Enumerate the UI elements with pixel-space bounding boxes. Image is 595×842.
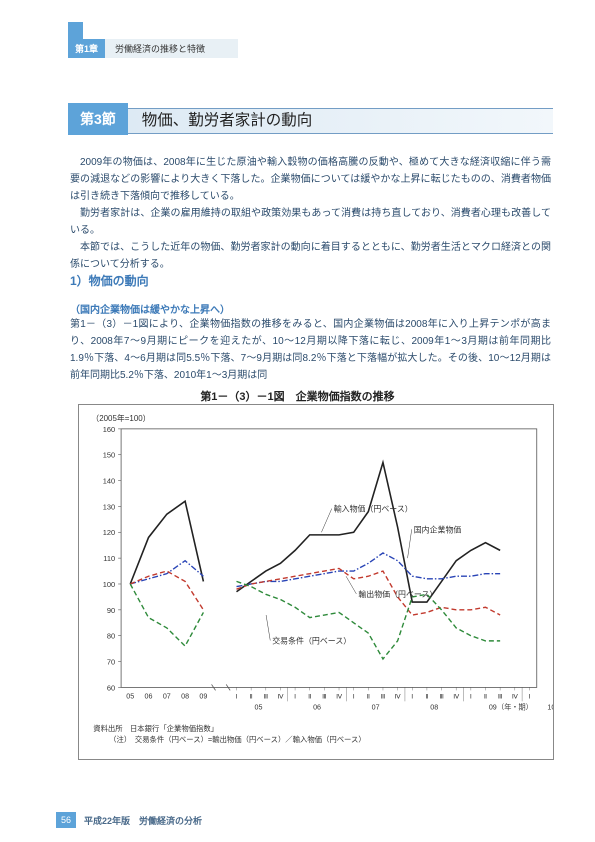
svg-text:09: 09 [489, 703, 497, 711]
svg-text:Ⅱ: Ⅱ [425, 693, 428, 700]
svg-text:08: 08 [181, 692, 189, 700]
svg-text:Ⅳ: Ⅳ [453, 693, 459, 700]
svg-text:Ⅳ: Ⅳ [336, 693, 342, 700]
page-number: 56 [56, 812, 76, 828]
svg-text:10: 10 [547, 703, 553, 711]
svg-text:Ⅳ: Ⅳ [395, 693, 401, 700]
svg-text:07: 07 [372, 703, 380, 711]
svg-text:Ⅰ: Ⅰ [294, 693, 296, 700]
chart-svg: （2005年=100） 60 70 80 90 100 110 120 130 140 150 160… [79, 405, 553, 759]
svg-text:150: 150 [103, 451, 115, 460]
svg-text:Ⅱ: Ⅱ [308, 693, 311, 700]
svg-text:70: 70 [107, 658, 115, 667]
svg-text:Ⅲ: Ⅲ [381, 693, 385, 700]
svg-text:Ⅰ: Ⅰ [353, 693, 355, 700]
svg-text:08: 08 [430, 703, 438, 711]
svg-text:Ⅲ: Ⅲ [439, 693, 443, 700]
svg-text:Ⅰ: Ⅰ [528, 693, 530, 700]
paragraph-3: 本節では、こうした近年の物価、勤労者家計の動向に着目するとともに、勤労者生活とマ… [70, 239, 551, 273]
svg-text:80: 80 [107, 632, 115, 641]
intro-paragraphs: 2009年の物価は、2008年に生じた原油や輸入穀物の価格高騰の反動や、極めて大… [70, 154, 551, 273]
decorative-top-tab [68, 22, 83, 40]
svg-text:資料出所 日本銀行「企業物価指数」: 資料出所 日本銀行「企業物価指数」 [93, 724, 218, 733]
svg-text:交易条件（円ベース）: 交易条件（円ベース） [272, 635, 351, 645]
svg-text:（2005年=100）: （2005年=100） [91, 413, 150, 423]
chart-container: （2005年=100） 60 70 80 90 100 110 120 130 140 150 160… [78, 404, 554, 760]
svg-text:輸入物価（円ベース）: 輸入物価（円ベース） [334, 504, 413, 514]
chapter-tag: 第1章 [68, 39, 105, 58]
svg-text:Ⅰ: Ⅰ [470, 693, 472, 700]
paragraph-4: 第1－（3）－1図により、企業物価指数の推移をみると、国内企業物価は2008年に… [70, 319, 551, 381]
svg-text:Ⅳ: Ⅳ [512, 693, 518, 700]
svg-text:140: 140 [103, 477, 115, 486]
svg-text:輸出物価（円ベース）: 輸出物価（円ベース） [358, 589, 437, 599]
svg-text:100: 100 [103, 580, 115, 589]
svg-text:110: 110 [103, 554, 115, 563]
svg-text:09: 09 [199, 692, 207, 700]
svg-text:Ⅲ: Ⅲ [322, 693, 326, 700]
paragraph-1: 2009年の物価は、2008年に生じた原油や輸入穀物の価格高騰の反動や、極めて大… [70, 154, 551, 205]
svg-text:Ⅳ: Ⅳ [277, 693, 283, 700]
svg-text:Ⅰ: Ⅰ [411, 693, 413, 700]
svg-text:Ⅰ: Ⅰ [236, 693, 238, 700]
svg-text:90: 90 [107, 606, 115, 615]
svg-text:Ⅱ: Ⅱ [367, 693, 370, 700]
chart-title: 第1－（3）－1図 企業物価指数の推移 [0, 388, 595, 404]
svg-text:Ⅲ: Ⅲ [264, 693, 268, 700]
svg-text:（年・期）: （年・期） [497, 702, 533, 711]
svg-text:160: 160 [103, 425, 115, 434]
svg-text:（注） 交易条件（円ベース）=輸出物価（円ベース）／輸入物価: （注） 交易条件（円ベース）=輸出物価（円ベース）／輸入物価（円ベース） [109, 735, 366, 744]
svg-text:Ⅱ: Ⅱ [484, 693, 487, 700]
svg-text:Ⅲ: Ⅲ [498, 693, 502, 700]
subheading-domestic-prices: （国内企業物価は緩やかな上昇へ） [70, 301, 230, 316]
svg-text:国内企業物価: 国内企業物価 [414, 524, 462, 534]
chapter-label: 労働経済の推移と特徴 [105, 39, 238, 58]
svg-text:05: 05 [126, 692, 134, 700]
svg-text:130: 130 [103, 502, 115, 511]
svg-text:07: 07 [163, 692, 171, 700]
section-header: 第3節 物価、勤労者家計の動向 [68, 102, 553, 136]
svg-text:06: 06 [145, 692, 153, 700]
svg-text:06: 06 [313, 703, 321, 711]
section-number: 第3節 [68, 103, 128, 135]
svg-text:60: 60 [107, 683, 115, 692]
heading-prices: 1）物価の動向 [70, 272, 149, 289]
svg-text:120: 120 [103, 528, 115, 537]
body-paragraph-4: 第1－（3）－1図により、企業物価指数の推移をみると、国内企業物価は2008年に… [70, 316, 551, 384]
paragraph-2: 勤労者家計は、企業の雇用維持の取組や政策効果もあって消費は持ち直しており、消費者… [70, 205, 551, 239]
page-footer: 56 平成22年版 労働経済の分析 [56, 812, 202, 828]
footer-text: 平成22年版 労働経済の分析 [84, 814, 202, 827]
svg-text:Ⅱ: Ⅱ [250, 693, 253, 700]
section-title: 物価、勤労者家計の動向 [142, 108, 313, 130]
svg-text:05: 05 [254, 703, 262, 711]
chapter-strip: 第1章 労働経済の推移と特徴 [68, 40, 238, 57]
